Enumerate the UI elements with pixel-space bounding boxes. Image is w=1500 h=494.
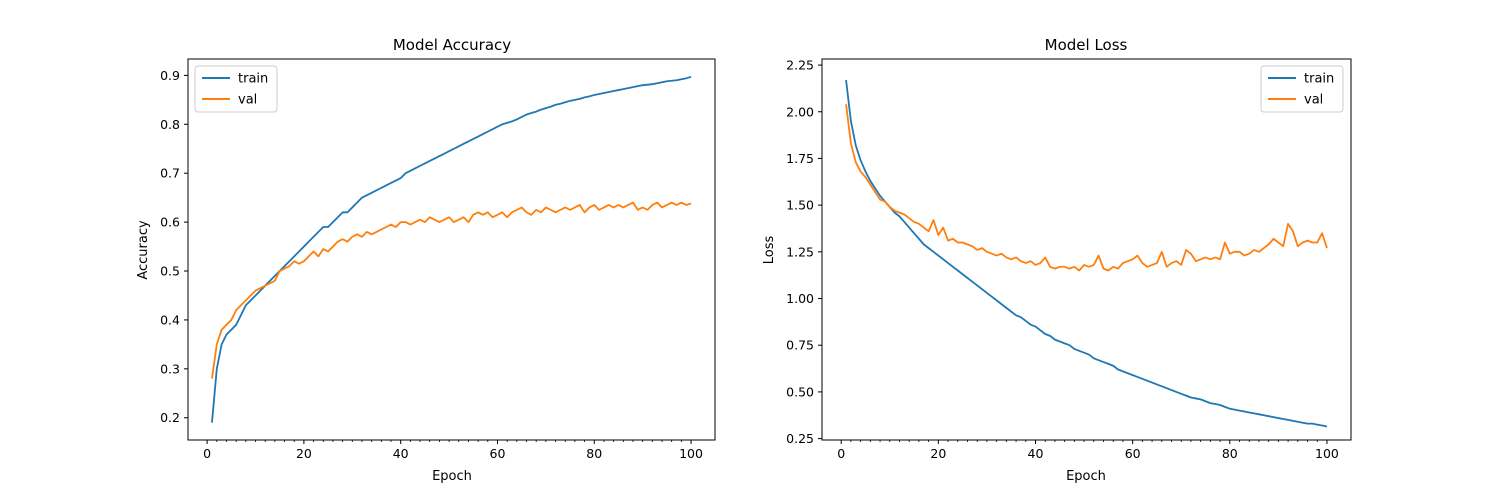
loss-x-axis-label: Epoch xyxy=(1066,469,1106,484)
loss-lines xyxy=(845,79,1328,428)
accuracy-x-tick-label: 80 xyxy=(586,446,602,461)
loss-y-tick-label: 0.25 xyxy=(786,431,814,446)
accuracy-panel: Model Accuracy 0 20 40 60 80 100 0.2 0.3 0.4 0.5… xyxy=(136,36,716,484)
loss-x-tick-label: 80 xyxy=(1222,446,1238,461)
loss-x-tick-label: 100 xyxy=(1315,446,1339,461)
loss-panel: Model Loss 0 20 40 60 80 100 0.25 0.50 0.75 1.00… xyxy=(762,36,1352,484)
accuracy-legend-val-label: val xyxy=(238,93,257,108)
accuracy-train-line xyxy=(211,75,692,423)
loss-x-tick-label: 0 xyxy=(837,446,845,461)
accuracy-y-tick-label: 0.6 xyxy=(160,215,180,230)
loss-x-ticks: 0 20 40 60 80 100 xyxy=(837,440,1339,461)
loss-y-tick-label: 2.00 xyxy=(786,104,814,119)
accuracy-y-tick-label: 0.7 xyxy=(160,166,180,181)
accuracy-y-tick-label: 0.8 xyxy=(160,117,180,132)
loss-x-tick-label: 20 xyxy=(930,446,946,461)
accuracy-y-tick-label: 0.2 xyxy=(160,410,180,425)
loss-plot-frame xyxy=(821,58,1352,441)
loss-legend-val-label: val xyxy=(1304,93,1323,108)
loss-y-axis-label: Loss xyxy=(762,236,777,265)
accuracy-x-tick-label: 40 xyxy=(393,446,409,461)
accuracy-x-ticks: 0 20 40 60 80 100 xyxy=(203,440,703,461)
loss-x-tick-label: 60 xyxy=(1125,446,1141,461)
accuracy-y-tick-label: 0.4 xyxy=(160,312,180,327)
accuracy-x-tick-label: 20 xyxy=(296,446,312,461)
loss-train-line xyxy=(845,79,1328,428)
loss-y-tick-label: 2.25 xyxy=(786,58,814,73)
loss-x-tick-label: 40 xyxy=(1028,446,1044,461)
accuracy-x-tick-label: 100 xyxy=(679,446,703,461)
loss-y-tick-label: 1.75 xyxy=(786,151,814,166)
loss-legend: train val xyxy=(1260,65,1344,113)
accuracy-x-tick-label: 0 xyxy=(203,446,211,461)
loss-legend-train-label: train xyxy=(1304,72,1334,87)
accuracy-y-ticks: 0.2 0.3 0.4 0.5 0.6 0.7 0.8 0.9 xyxy=(160,68,188,425)
accuracy-y-tick-label: 0.3 xyxy=(160,361,180,376)
loss-y-tick-label: 0.50 xyxy=(786,384,814,399)
accuracy-y-tick-label: 0.9 xyxy=(160,68,180,83)
accuracy-x-axis-label: Epoch xyxy=(432,469,472,484)
accuracy-legend-train-label: train xyxy=(238,72,268,87)
accuracy-y-axis-label: Accuracy xyxy=(136,220,151,280)
loss-y-tick-label: 1.25 xyxy=(786,244,814,259)
accuracy-y-tick-label: 0.5 xyxy=(160,264,180,279)
accuracy-chart-title: Model Accuracy xyxy=(393,36,511,54)
accuracy-x-tick-label: 60 xyxy=(490,446,506,461)
accuracy-val-line xyxy=(211,201,692,379)
accuracy-plot-frame xyxy=(187,58,716,441)
accuracy-lines xyxy=(211,75,692,423)
loss-y-tick-label: 1.00 xyxy=(786,291,814,306)
accuracy-legend: train val xyxy=(194,65,278,113)
loss-chart-title: Model Loss xyxy=(1045,36,1128,54)
loss-y-tick-label: 0.75 xyxy=(786,338,814,353)
loss-y-ticks: 0.25 0.50 0.75 1.00 1.25 1.50 1.75 2.00 2.25 xyxy=(786,58,822,446)
loss-val-line xyxy=(845,104,1328,272)
loss-y-tick-label: 1.50 xyxy=(786,198,814,213)
